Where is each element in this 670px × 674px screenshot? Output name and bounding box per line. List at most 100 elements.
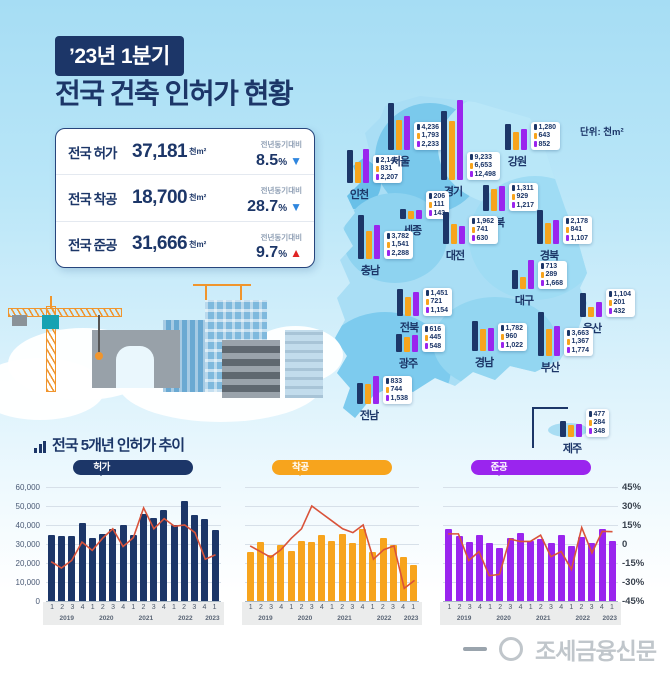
quarter-bar xyxy=(338,533,346,601)
region-bar xyxy=(546,329,552,356)
series-tick-icon xyxy=(386,395,389,402)
region-bar xyxy=(459,226,465,244)
region-name: 강원 xyxy=(507,156,527,168)
quarter-bar xyxy=(410,565,418,601)
series-tick-icon xyxy=(589,428,592,435)
year-label: 2021 xyxy=(535,615,551,622)
y-tick: 50,000 xyxy=(15,502,40,511)
series-tick-icon xyxy=(425,343,428,350)
region-value: 206 xyxy=(433,192,446,200)
series-tick-icon xyxy=(541,280,544,287)
series-tick-icon xyxy=(472,235,475,242)
region-value-row: 1,107 xyxy=(566,235,588,243)
quarter-bar xyxy=(318,534,326,601)
series-tick-icon xyxy=(417,132,420,139)
region-value-row: 4,236 xyxy=(417,124,439,132)
region-value-row: 831 xyxy=(376,165,398,173)
region-value-row: 643 xyxy=(534,132,556,140)
region-value-row: 289 xyxy=(541,271,563,279)
year-label: 2020 xyxy=(99,615,114,622)
series-tick-icon xyxy=(589,419,592,426)
region-value: 1,774 xyxy=(571,346,590,354)
watermark: 조세금융신문 xyxy=(463,632,657,666)
region-value-row: 833 xyxy=(386,378,408,386)
region-bar xyxy=(416,210,422,219)
quarter-bar xyxy=(129,534,137,601)
series-tick-icon xyxy=(426,298,429,305)
region-bar xyxy=(457,100,463,180)
summary-card: 전국 허가 37,181 천m² 전년동기대비 8.5% ▼ 전국 착공 18,7… xyxy=(55,128,315,268)
quarter-bar xyxy=(150,518,158,601)
percent-value: 9.7 xyxy=(255,244,279,262)
region-value-row: 713 xyxy=(541,263,563,271)
series-tick-icon xyxy=(429,201,432,208)
quarter-bar xyxy=(307,542,315,601)
region-name: 경북 xyxy=(539,250,559,262)
quarter-bar xyxy=(608,540,616,601)
series-tick-icon xyxy=(470,162,473,169)
yoy-trend-line xyxy=(245,487,420,601)
x-axis-band: 1 2 3 4 1 2 3 4 1 2 3 4 1 2 3 4 1 2019 2020 2021 2022 2023 xyxy=(43,602,224,625)
region-mini-bars xyxy=(400,209,422,219)
quarter-bar xyxy=(399,557,407,601)
trend-title-text: 전국 5개년 인허가 추이 xyxy=(52,437,185,454)
region-value: 1,541 xyxy=(391,241,410,248)
region-value-row: 1,311 xyxy=(512,185,534,193)
region-value: 831 xyxy=(380,165,393,172)
region-value-row: 284 xyxy=(589,419,605,427)
summary-row-start: 전국 착공 18,700 천m² 전년동기대비 28.7% ▼ xyxy=(56,175,314,222)
region-value-row: 445 xyxy=(425,334,441,342)
quarter-bar xyxy=(88,538,96,601)
y-tick: 60,000 xyxy=(15,483,40,492)
year-label: 2022 xyxy=(178,615,193,622)
region-values-box: 713 289 1,668 xyxy=(538,260,568,289)
gridline xyxy=(244,525,420,526)
region-value-row: 2,207 xyxy=(376,174,398,182)
region-value-row: 744 xyxy=(386,386,408,394)
region-name: 경남 xyxy=(474,357,494,369)
region-value-row: 477 xyxy=(589,411,605,419)
region-value: 1,311 xyxy=(516,184,534,192)
quarter-bar xyxy=(211,530,219,601)
quarter-bar xyxy=(48,534,55,601)
region-value-row: 111 xyxy=(429,201,445,209)
region-name: 제주 xyxy=(562,443,582,455)
region-values-box: 2,178 841 1,107 xyxy=(563,215,593,244)
series-tick-icon xyxy=(387,250,390,257)
quarter-bar xyxy=(547,543,555,601)
region-values-box: 206 111 143 xyxy=(426,190,450,219)
region-value-row: 2,288 xyxy=(387,250,409,258)
region-value: 2,233 xyxy=(421,140,440,148)
series-tick-icon xyxy=(541,263,544,270)
chart-plot-start: 1 2 3 4 1 2 3 4 1 2 3 4 1 2 3 4 1 2019 2020 2021 2022 2023 xyxy=(241,487,423,625)
region-bar xyxy=(545,223,551,244)
x-axis-band: 1 2 3 4 1 2 3 4 1 2 3 4 1 2 3 4 1 2019 2020 2021 2022 2023 xyxy=(440,602,622,625)
quarter-bar xyxy=(527,541,535,601)
region-value: 289 xyxy=(545,271,558,278)
region-values-box: 1,311 929 1,217 xyxy=(509,182,539,211)
region-bar xyxy=(366,231,372,259)
quarter-bar xyxy=(359,528,367,601)
right-tick: 0 xyxy=(622,539,628,550)
region-value-row: 960 xyxy=(501,333,523,341)
region-value-row: 2,233 xyxy=(417,141,439,149)
quarter-bar xyxy=(567,545,575,601)
region-bar xyxy=(388,103,394,150)
quarter-bar xyxy=(537,539,545,601)
region-bar xyxy=(347,150,353,183)
quarter-bar xyxy=(109,528,117,601)
region-bar xyxy=(408,211,414,219)
series-tick-icon xyxy=(609,291,612,298)
region-value: 111 xyxy=(433,201,445,208)
region-value: 1,538 xyxy=(390,394,409,402)
compare-label: 전년동기대비 xyxy=(260,232,302,242)
quarter-bar xyxy=(476,534,483,601)
crane-hook-line xyxy=(98,315,100,353)
region-values-box: 477 284 348 xyxy=(586,408,610,437)
quarter-bar xyxy=(297,541,305,601)
series-tick-icon xyxy=(472,226,475,233)
percent-value: 28.7 xyxy=(247,197,279,215)
region-name: 대구 xyxy=(514,295,534,307)
crane-icon xyxy=(240,284,242,314)
